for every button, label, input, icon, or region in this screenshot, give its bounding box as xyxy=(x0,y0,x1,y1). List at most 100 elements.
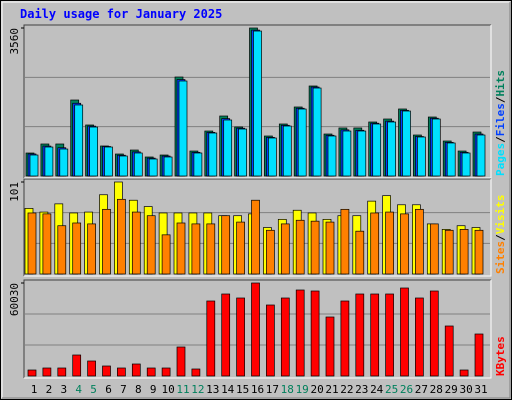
legend-entry: Hits xyxy=(494,70,507,97)
bar xyxy=(57,367,67,377)
bar xyxy=(42,213,52,275)
bar xyxy=(206,300,216,377)
bar xyxy=(42,367,52,377)
x-tick-label: 30 xyxy=(459,383,472,396)
bar xyxy=(102,365,111,377)
bar xyxy=(400,287,409,377)
bar xyxy=(444,229,454,275)
x-tick-label: 6 xyxy=(105,383,112,396)
bar xyxy=(295,219,305,275)
x-tick-label: 20 xyxy=(310,383,323,396)
bar xyxy=(191,368,201,377)
bar xyxy=(429,290,439,377)
x-tick-label: 11 xyxy=(176,383,189,396)
bar xyxy=(327,135,337,177)
bar xyxy=(72,222,82,275)
bar xyxy=(385,293,394,377)
bar xyxy=(280,297,290,377)
bar xyxy=(251,199,260,275)
bar xyxy=(87,223,96,275)
bar xyxy=(148,158,158,177)
x-tick-label: 3 xyxy=(60,383,67,396)
bar xyxy=(236,221,245,275)
bar xyxy=(459,369,469,377)
bar xyxy=(415,297,424,377)
bar xyxy=(117,367,126,377)
bar xyxy=(355,293,365,377)
bar xyxy=(133,152,143,177)
bar xyxy=(310,290,320,377)
legend-entry: Sites xyxy=(494,241,507,274)
bar xyxy=(312,87,322,177)
panel-bevel-light xyxy=(24,280,492,379)
x-tick-label: 1 xyxy=(31,383,38,396)
legend: Pages/Files/Hits xyxy=(494,70,507,176)
bar xyxy=(163,156,173,177)
bar xyxy=(221,293,231,377)
legend-entry: Pages xyxy=(494,143,507,176)
x-tick-label: 13 xyxy=(206,383,219,396)
x-tick-label: 4 xyxy=(75,383,82,396)
bar xyxy=(431,118,441,177)
x-tick-label: 12 xyxy=(191,383,204,396)
bar xyxy=(27,212,37,275)
x-tick-label: 15 xyxy=(236,383,249,396)
bar xyxy=(297,108,307,177)
bar xyxy=(253,30,262,177)
bar xyxy=(146,215,156,275)
legend-separator: / xyxy=(494,234,507,241)
bar xyxy=(178,80,188,177)
bar xyxy=(476,134,486,177)
bar xyxy=(161,367,171,377)
bar xyxy=(282,125,292,177)
bar xyxy=(474,333,484,377)
y-tick-label: 101 xyxy=(8,182,21,202)
bar xyxy=(370,293,380,377)
legend-separator: / xyxy=(494,96,507,103)
bar xyxy=(295,289,305,377)
x-tick-label: 9 xyxy=(150,383,157,396)
bar xyxy=(280,223,290,275)
bar xyxy=(223,119,233,177)
bar xyxy=(474,229,484,275)
panel-bevel-dark xyxy=(23,178,491,276)
x-tick-label: 26 xyxy=(400,383,413,396)
bar xyxy=(176,222,186,275)
bar xyxy=(372,123,382,177)
legend-entry: Files xyxy=(494,103,507,136)
bar xyxy=(402,110,411,177)
bar xyxy=(417,136,426,177)
bar xyxy=(193,152,203,177)
bar xyxy=(415,208,424,275)
bar xyxy=(370,212,380,275)
x-tick-label: 16 xyxy=(251,383,264,396)
bar xyxy=(131,363,141,377)
x-tick-label: 29 xyxy=(445,383,458,396)
bar xyxy=(342,130,352,177)
panel-bevel-dark xyxy=(23,279,491,378)
bar xyxy=(459,229,469,275)
x-tick-label: 5 xyxy=(90,383,97,396)
x-tick-label: 8 xyxy=(135,383,142,396)
x-tick-label: 24 xyxy=(370,383,384,396)
legend-entry: Visits xyxy=(494,195,507,235)
bar xyxy=(357,130,367,177)
x-tick-label: 14 xyxy=(221,383,235,396)
bar xyxy=(89,126,98,177)
bar xyxy=(87,360,96,377)
x-tick-label: 25 xyxy=(385,383,398,396)
bar xyxy=(176,346,186,377)
bar xyxy=(355,230,365,275)
y-tick-label: 3560 xyxy=(8,28,21,55)
bar xyxy=(340,208,350,275)
bar xyxy=(206,223,216,275)
panel-bevel-light xyxy=(24,179,492,277)
bar xyxy=(102,208,111,275)
bar xyxy=(44,146,54,177)
bar xyxy=(208,132,218,177)
bar xyxy=(119,155,128,177)
x-tick-label: 18 xyxy=(281,383,294,396)
bar xyxy=(131,211,141,275)
x-tick-label: 22 xyxy=(340,383,353,396)
bar xyxy=(72,354,82,377)
